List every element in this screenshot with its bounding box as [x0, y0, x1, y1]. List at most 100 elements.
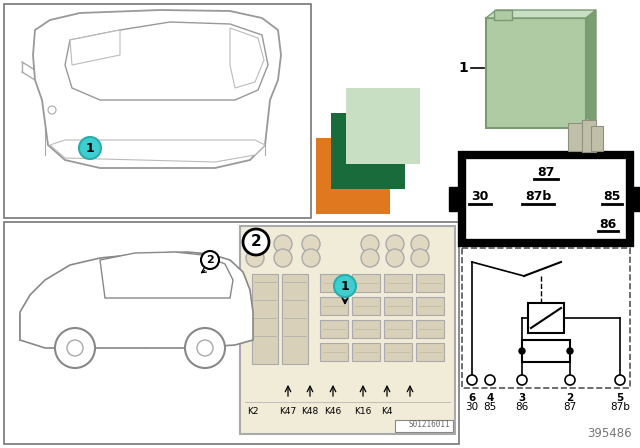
Text: 87: 87 [538, 167, 555, 180]
Polygon shape [70, 30, 120, 65]
Text: 2: 2 [206, 255, 214, 265]
Bar [462, 248, 630, 388]
Text: 3: 3 [518, 393, 525, 403]
Circle shape [243, 229, 269, 255]
Text: 1: 1 [458, 61, 468, 75]
Bar [630, 187, 640, 211]
Bar [528, 303, 564, 333]
Text: K47: K47 [280, 408, 296, 417]
Bar [449, 187, 462, 211]
Bar [331, 113, 405, 189]
Bar [416, 320, 444, 338]
Text: 86: 86 [515, 402, 529, 412]
Bar [320, 320, 348, 338]
Bar [494, 10, 512, 20]
Text: S01216011: S01216011 [408, 420, 450, 429]
Circle shape [411, 235, 429, 253]
Text: 87: 87 [563, 402, 577, 412]
Circle shape [361, 235, 379, 253]
Text: 85: 85 [483, 402, 497, 412]
Text: 6: 6 [468, 393, 476, 403]
Bar [395, 420, 453, 432]
Circle shape [334, 275, 356, 297]
Text: K16: K16 [355, 408, 372, 417]
Polygon shape [486, 10, 596, 18]
Text: 2: 2 [251, 234, 261, 250]
Text: 2: 2 [566, 393, 573, 403]
Bar [320, 297, 348, 315]
Bar [252, 274, 278, 364]
Text: K48: K48 [301, 408, 319, 417]
Bar [4, 4, 311, 218]
Bar [4, 222, 459, 444]
Text: 30: 30 [465, 402, 479, 412]
Polygon shape [65, 22, 268, 100]
Bar [582, 120, 596, 152]
Bar [462, 155, 630, 243]
Bar [384, 274, 412, 292]
Bar [346, 88, 420, 164]
Bar [352, 274, 380, 292]
Bar [240, 226, 455, 434]
Circle shape [615, 375, 625, 385]
Circle shape [519, 348, 525, 354]
Bar [416, 297, 444, 315]
Circle shape [386, 235, 404, 253]
Bar [591, 126, 603, 151]
Bar [352, 343, 380, 361]
Bar [320, 343, 348, 361]
Text: K2: K2 [247, 408, 259, 417]
Bar [320, 274, 348, 292]
Bar [282, 274, 308, 364]
Circle shape [485, 375, 495, 385]
Circle shape [567, 348, 573, 354]
Circle shape [361, 249, 379, 267]
Bar [486, 18, 586, 128]
Polygon shape [50, 140, 265, 162]
Circle shape [565, 375, 575, 385]
Bar [352, 297, 380, 315]
Circle shape [48, 106, 56, 114]
Bar [416, 274, 444, 292]
Circle shape [302, 249, 320, 267]
Bar [384, 343, 412, 361]
Text: 30: 30 [471, 190, 489, 203]
Circle shape [185, 328, 225, 368]
Polygon shape [33, 10, 281, 168]
Text: K46: K46 [324, 408, 342, 417]
Circle shape [55, 328, 95, 368]
Circle shape [201, 251, 219, 269]
Circle shape [79, 137, 101, 159]
Bar [522, 340, 570, 362]
Text: 86: 86 [600, 219, 616, 232]
Circle shape [386, 249, 404, 267]
Text: K4: K4 [381, 408, 393, 417]
Circle shape [411, 249, 429, 267]
Text: 4: 4 [486, 393, 493, 403]
Bar [352, 320, 380, 338]
Text: 87b: 87b [610, 402, 630, 412]
Polygon shape [100, 252, 233, 298]
Circle shape [246, 235, 264, 253]
Polygon shape [20, 252, 253, 348]
Circle shape [274, 249, 292, 267]
Bar [568, 123, 584, 151]
Text: 85: 85 [604, 190, 621, 203]
Text: 1: 1 [340, 280, 349, 293]
Circle shape [67, 340, 83, 356]
Circle shape [302, 235, 320, 253]
Polygon shape [230, 28, 264, 88]
Text: 1: 1 [86, 142, 94, 155]
Polygon shape [586, 10, 596, 123]
Circle shape [274, 235, 292, 253]
Bar [384, 297, 412, 315]
Bar [416, 343, 444, 361]
Circle shape [467, 375, 477, 385]
Text: 5: 5 [616, 393, 623, 403]
Bar [384, 320, 412, 338]
Bar [316, 138, 390, 214]
Circle shape [197, 340, 213, 356]
Text: 87b: 87b [525, 190, 551, 203]
Circle shape [246, 249, 264, 267]
Text: 395486: 395486 [588, 427, 632, 440]
